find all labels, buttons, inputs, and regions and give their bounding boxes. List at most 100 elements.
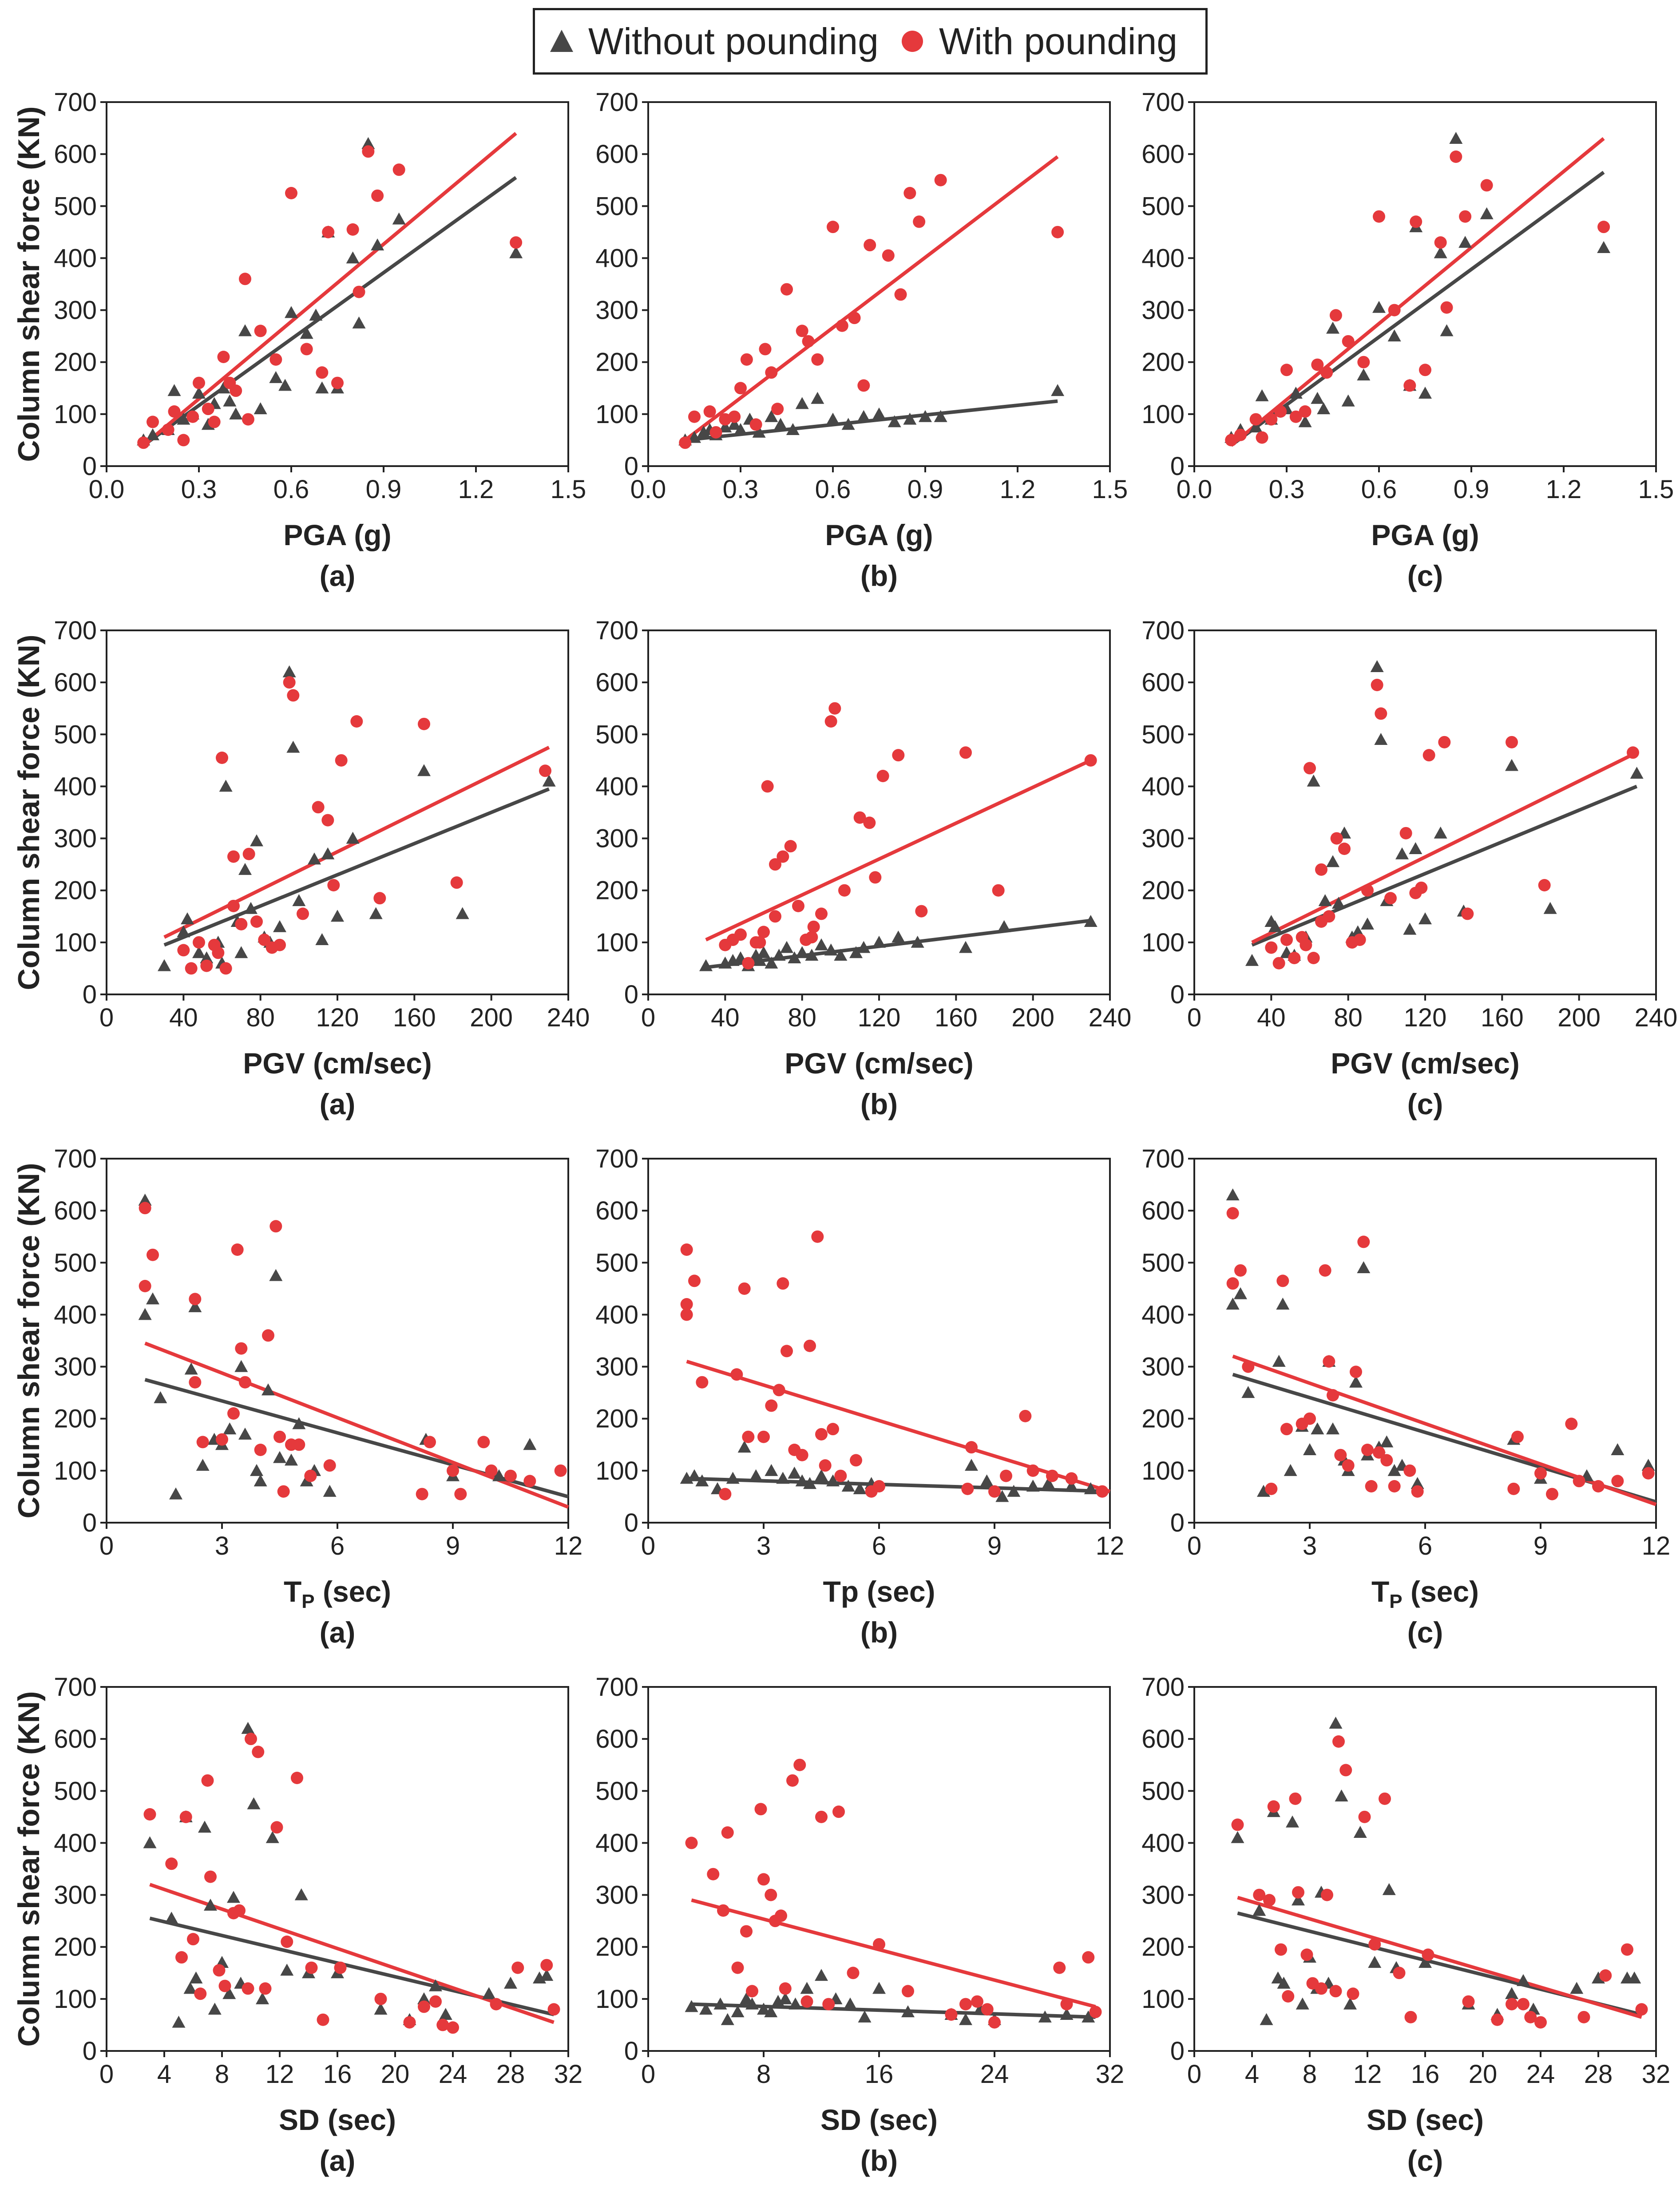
point-with <box>1403 1464 1416 1477</box>
point-with <box>165 1857 178 1870</box>
point-without <box>1357 368 1371 380</box>
x-tick-label: 200 <box>470 1003 513 1032</box>
point-with <box>873 1938 885 1951</box>
point-without <box>192 946 206 958</box>
point-without <box>749 1469 763 1481</box>
point-with <box>139 1202 151 1215</box>
point-without <box>826 1474 840 1487</box>
point-with <box>754 1803 767 1816</box>
point-with <box>1234 428 1247 441</box>
y-tick-label: 200 <box>54 1933 97 1962</box>
point-without <box>192 387 206 399</box>
point-with <box>1347 1987 1359 2000</box>
x-tick-label: 0.0 <box>1177 475 1212 504</box>
point-without <box>417 1992 431 2004</box>
point-without <box>757 2003 770 2015</box>
point-without <box>227 1891 240 1903</box>
point-with <box>1358 1810 1371 1823</box>
point-with <box>759 343 772 356</box>
point-with <box>1621 1943 1633 1956</box>
point-with <box>838 884 851 897</box>
x-axis-label: PGV (cm/sec) <box>785 1047 974 1080</box>
point-with <box>811 1230 824 1243</box>
y-tick-label: 400 <box>595 244 638 273</box>
point-without <box>222 1987 236 1999</box>
x-axis-label: PGA (g) <box>825 519 933 551</box>
point-with <box>235 1342 248 1355</box>
point-with <box>1065 1472 1078 1485</box>
panel-label: (c) <box>1407 1616 1443 1649</box>
point-with <box>1300 1948 1313 1961</box>
panel-label: (a) <box>320 559 356 592</box>
point-with <box>293 1438 305 1451</box>
point-without <box>1440 324 1454 336</box>
point-with <box>137 436 150 449</box>
point-with <box>742 1430 755 1443</box>
point-without <box>1286 1815 1299 1828</box>
y-tick-label: 500 <box>595 1777 638 1805</box>
point-without <box>764 2005 778 2018</box>
point-with <box>1329 309 1342 322</box>
point-with <box>1384 892 1397 905</box>
x-tick-label: 0.0 <box>89 475 125 504</box>
point-without <box>278 379 292 391</box>
point-with <box>802 335 815 348</box>
point-with <box>350 715 363 728</box>
point-with <box>749 418 762 431</box>
point-with <box>1380 1454 1393 1467</box>
point-with <box>1422 749 1435 762</box>
point-with <box>1635 2003 1648 2016</box>
point-with <box>231 1243 244 1256</box>
point-with <box>1019 1409 1032 1422</box>
point-without <box>995 1490 1009 1502</box>
x-tick-label: 240 <box>1089 1003 1132 1032</box>
x-tick-label: 1.5 <box>1638 475 1674 504</box>
point-without <box>158 959 171 971</box>
point-with <box>285 187 297 199</box>
point-with <box>1046 1469 1058 1482</box>
point-without <box>795 1474 809 1487</box>
point-with <box>1339 1764 1352 1777</box>
point-without <box>805 949 819 961</box>
point-without <box>853 1482 867 1494</box>
point-without <box>540 1969 554 1981</box>
point-with <box>1415 881 1428 894</box>
x-tick-label: 6 <box>872 1532 886 1560</box>
point-with <box>1403 379 1416 392</box>
legend-entry-without: Without pounding <box>548 10 879 72</box>
point-with <box>1225 434 1238 447</box>
fit-line-without <box>142 176 517 447</box>
point-with <box>815 1810 828 1823</box>
y-axis-label: Column shear force (KN) <box>12 635 46 990</box>
legend-label-with: With pounding <box>939 20 1178 62</box>
point-with <box>168 405 181 418</box>
y-tick-label: 600 <box>595 1196 638 1225</box>
point-without <box>1543 902 1557 914</box>
point-with <box>1506 736 1518 748</box>
point-without <box>1380 1435 1394 1448</box>
point-with <box>1300 938 1312 951</box>
point-without <box>934 410 947 422</box>
point-without <box>1341 394 1355 407</box>
y-tick-label: 400 <box>1141 1829 1185 1857</box>
y-tick-label: 700 <box>54 88 97 117</box>
x-tick-label: 0 <box>1187 2060 1201 2089</box>
point-with <box>988 2016 1001 2029</box>
chart-panel-3-2: 0 100 200 300 400 500 600 700 0 4 8 12 16 20 24 28 32 SD … <box>1141 1673 1670 2177</box>
point-with <box>202 403 214 416</box>
point-without <box>1409 842 1422 854</box>
y-tick-label: 100 <box>595 928 638 957</box>
point-with <box>1419 364 1431 376</box>
point-with <box>196 1436 209 1449</box>
point-without <box>1353 1826 1367 1838</box>
chart-panel-0-1: 0 100 200 300 400 500 600 700 0.0 0.3 0.6 0.9 1.2 1.5… <box>595 88 1128 592</box>
y-tick-label: 700 <box>595 1673 638 1702</box>
point-with <box>277 1485 290 1498</box>
y-tick-label: 300 <box>54 296 97 325</box>
point-without <box>788 1466 801 1479</box>
point-without <box>456 907 469 919</box>
point-with <box>828 702 841 715</box>
x-tick-label: 0 <box>1187 1003 1201 1032</box>
point-with <box>1089 2006 1102 2019</box>
